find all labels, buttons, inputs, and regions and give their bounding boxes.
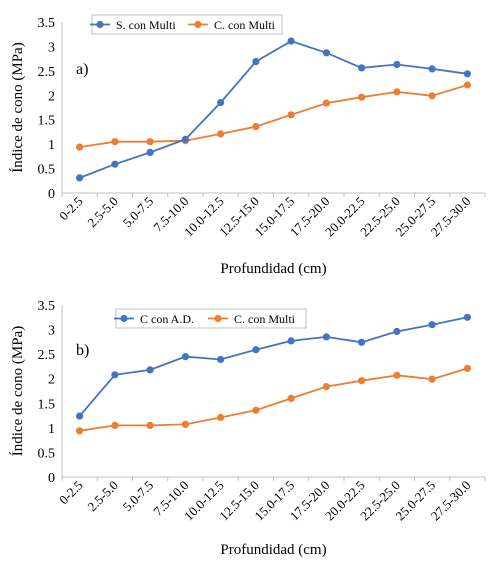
y-tick-label: 2.5 [38,348,56,363]
legend: C con A.D. C. con Multi [114,308,307,329]
data-point [252,406,260,414]
data-point [463,313,471,321]
data-point [146,366,154,374]
y-axis-title: Índice de cono (MPa) [9,326,26,456]
series-c-con-a-d- [76,313,471,420]
data-point [252,123,260,131]
data-point [76,143,84,151]
data-point [181,135,189,143]
data-point [76,427,84,435]
data-point [111,371,119,379]
y-axis-title: Índice de cono (MPa) [9,42,26,172]
legend-label: C con A.D. [140,312,194,326]
series-c-con-multi [76,81,471,151]
data-point [322,383,330,391]
x-tick-label: 2.5-5.0 [84,478,121,515]
series-c-con-multi [76,364,471,435]
data-point [146,138,154,146]
series-line [79,367,468,432]
chart-panel-a: 00.511.522.533.50-2.52.5-5.05.0-7.57.5-1… [9,14,486,277]
y-tick-label: 2 [48,373,55,388]
data-point [428,65,436,73]
series-s-con-multi [76,37,471,182]
data-point [428,321,436,329]
data-point [322,49,330,57]
data-point [252,346,260,354]
legend-label: C. con Multi [214,18,276,32]
data-point [322,99,330,107]
panel-label: a) [76,61,88,78]
data-point [76,412,84,420]
data-point [463,364,471,372]
y-tick-label: 2.5 [38,65,56,80]
data-point [111,138,119,146]
data-point [358,377,366,385]
y-tick-label: 0 [48,471,55,486]
data-point [428,92,436,100]
data-point [393,327,401,336]
data-point [111,421,119,429]
x-axis-title: Profundidad (cm) [220,261,326,277]
y-tick-label: 3.5 [38,16,56,31]
data-point [217,413,225,422]
data-point [393,371,401,379]
data-point [358,64,366,72]
series-line [78,316,468,417]
x-tick-label: 27.5-30.0 [428,478,474,524]
data-point [428,375,436,383]
data-point [358,93,366,101]
y-tick-label: 1 [48,422,55,437]
series-line [79,40,468,179]
legend-label: S. con Multi [116,18,176,32]
data-point [181,420,189,428]
data-point [217,130,225,138]
data-point [463,70,471,78]
x-tick-label: 27.5-30.0 [428,194,474,240]
x-axis-title: Profundidad (cm) [220,542,326,558]
data-point [287,394,295,402]
series-line [79,84,468,148]
y-tick-label: 1 [48,138,55,153]
panel-label: b) [76,342,89,359]
legend-swatch-marker [194,20,202,29]
data-point [252,58,260,66]
data-point [393,60,401,69]
data-point [287,111,295,119]
x-tick-label: 0-2.5 [56,478,86,508]
y-tick-label: 1.5 [38,397,56,412]
legend-swatch-marker [96,20,104,29]
legend-swatch-marker [214,314,222,323]
data-point [217,355,225,364]
data-point [76,174,84,182]
legend: S. con Multi C. con Multi [90,14,283,35]
legend-swatch-marker [120,314,128,323]
y-tick-label: 0.5 [38,446,56,461]
legend-label: C. con Multi [234,312,296,326]
y-tick-label: 0 [48,187,55,202]
data-point [393,88,401,96]
y-tick-label: 3 [48,40,55,55]
data-point [287,337,295,345]
data-point [287,37,295,45]
data-point [111,160,119,168]
data-point [146,421,154,429]
data-point [217,99,225,107]
y-tick-label: 3 [48,324,55,339]
data-point [358,338,366,346]
data-point [181,353,189,361]
data-point [146,148,154,156]
y-tick-label: 2 [48,89,55,104]
y-tick-label: 1.5 [38,114,56,129]
y-tick-label: 3.5 [38,299,56,314]
x-tick-label: 2.5-5.0 [84,194,121,231]
x-tick-label: 0-2.5 [56,194,86,224]
data-point [322,333,330,341]
y-tick-label: 0.5 [38,163,56,178]
data-point [463,81,471,89]
chart-panel-b: 00.511.522.533.50-2.52.5-5.05.0-7.57.5-1… [9,299,486,558]
